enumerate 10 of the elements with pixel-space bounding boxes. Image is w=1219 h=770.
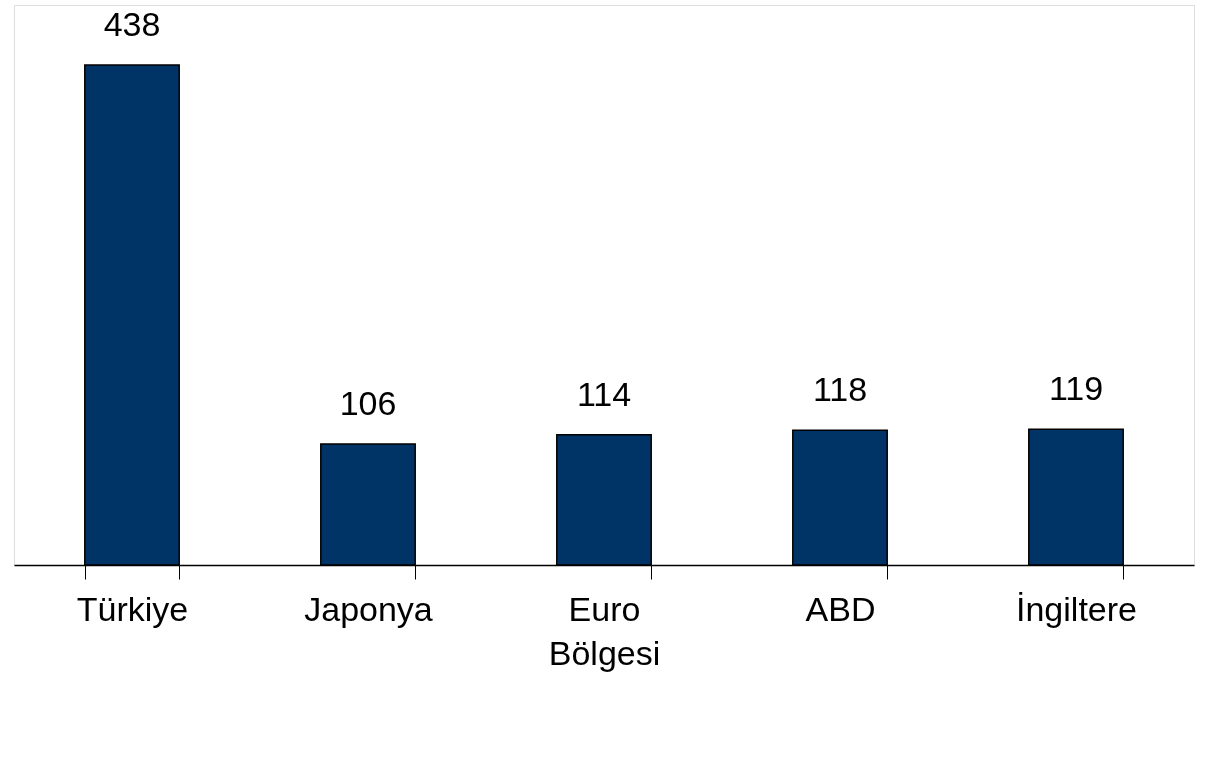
data-label: 118 [812, 370, 868, 409]
data-label: 106 [339, 384, 397, 422]
x-tick-label: ABD [805, 589, 876, 628]
x-tick-label: Euro Bölgesi [548, 589, 661, 672]
x-tick-label: Japonya [304, 589, 433, 628]
data-label: 119 [1048, 369, 1104, 408]
data-label: 114 [576, 374, 632, 413]
data-label: 438 [103, 5, 161, 43]
x-tick-label: Türkiye [76, 589, 189, 628]
x-tick-label: İngiltere [1016, 589, 1137, 628]
